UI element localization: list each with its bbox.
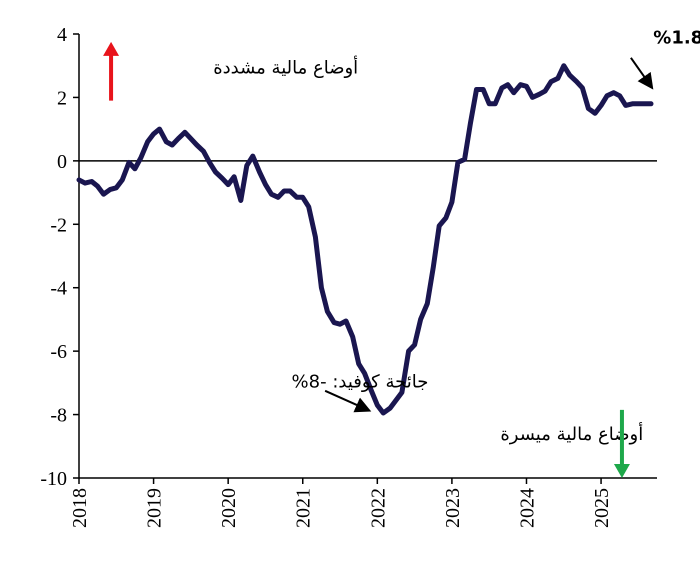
y-tick-label: -8: [50, 405, 67, 427]
x-axis-ticks: 2018 2019 2020 2021 2022 2023 2024 2025: [69, 478, 613, 528]
x-tick-label: 2018: [69, 488, 91, 528]
y-tick-label: -10: [40, 468, 67, 490]
x-tick-label: 2022: [367, 488, 389, 528]
y-tick-label: -2: [50, 214, 67, 236]
series-line: [76, 63, 654, 416]
tightening-arrow-icon: [103, 41, 120, 101]
annotation-loose: أوضاع مالية ميسرة: [500, 422, 643, 445]
y-tick-label: -6: [50, 341, 67, 363]
annotation-covid: جائحة كوفيد: -8%: [292, 372, 429, 393]
y-tick-label: 0: [57, 151, 67, 173]
x-tick-label: 2019: [144, 488, 166, 528]
x-tick-label: 2020: [218, 488, 240, 528]
x-tick-label: 2024: [516, 488, 538, 528]
annotation-current-arrow-icon: [630, 57, 654, 90]
y-tick-label: 4: [57, 24, 67, 46]
y-axis-ticks: 4 2 0 -2 -4 -6 -8 -10: [40, 24, 79, 490]
axes: [78, 34, 657, 479]
easing-arrow-icon: [613, 409, 630, 478]
annotations: أوضاع مالية مشددة أوضاع مالية ميسرة جائحة …: [103, 28, 700, 478]
y-tick-label: 2: [57, 87, 67, 109]
annotation-covid-arrow-icon: [324, 389, 372, 413]
y-tick-label: -4: [50, 278, 67, 300]
annotation-current: السعر الحالي 1.8%: [653, 28, 700, 49]
x-tick-label: 2021: [293, 488, 315, 528]
annotation-tight: أوضاع مالية مشددة: [213, 56, 358, 79]
x-tick-label: 2023: [442, 488, 464, 528]
x-tick-label: 2025: [591, 488, 613, 528]
